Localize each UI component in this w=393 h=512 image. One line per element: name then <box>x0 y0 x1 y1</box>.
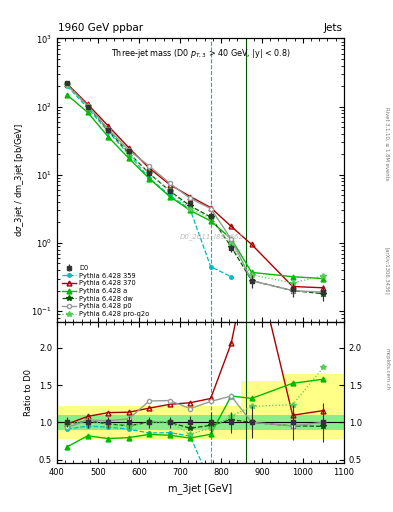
Pythia 6.428 dw <box>249 278 254 284</box>
Pythia 6.428 359 <box>147 175 152 181</box>
Text: [arXiv:1306.3436]: [arXiv:1306.3436] <box>385 247 389 295</box>
Pythia 6.428 a <box>147 176 152 182</box>
Y-axis label: Ratio to D0: Ratio to D0 <box>24 369 33 416</box>
Pythia 6.428 a <box>208 218 213 224</box>
Pythia 6.428 dw <box>167 188 172 194</box>
Pythia 6.428 370 <box>85 101 90 108</box>
Pythia 6.428 359 <box>85 105 90 111</box>
Pythia 6.428 a <box>290 273 295 280</box>
Pythia 6.428 359 <box>229 273 233 280</box>
Y-axis label: d$\sigma$_3jet / dm_3jet [pb/GeV]: d$\sigma$_3jet / dm_3jet [pb/GeV] <box>13 123 26 237</box>
Pythia 6.428 dw <box>147 170 152 177</box>
Pythia 6.428 359 <box>208 264 213 270</box>
Pythia 6.428 dw <box>126 150 131 156</box>
Pythia 6.428 pro-q2o <box>188 205 193 211</box>
Pythia 6.428 370 <box>208 204 213 210</box>
Pythia 6.428 pro-q2o <box>249 272 254 278</box>
Pythia 6.428 a <box>126 155 131 161</box>
Pythia 6.428 370 <box>106 123 110 129</box>
Pythia 6.428 pro-q2o <box>147 170 152 177</box>
Line: Pythia 6.428 370: Pythia 6.428 370 <box>65 81 326 290</box>
X-axis label: m_3jet [GeV]: m_3jet [GeV] <box>168 483 233 494</box>
Pythia 6.428 pro-q2o <box>290 280 295 286</box>
Pythia 6.428 370 <box>65 81 70 87</box>
Pythia 6.428 370 <box>147 165 152 171</box>
Pythia 6.428 359 <box>65 83 70 89</box>
Line: Pythia 6.428 pro-q2o: Pythia 6.428 pro-q2o <box>64 81 326 286</box>
Pythia 6.428 359 <box>188 206 193 212</box>
Pythia 6.428 a <box>65 92 70 98</box>
Pythia 6.428 p0 <box>147 163 152 169</box>
Pythia 6.428 370 <box>290 284 295 290</box>
Pythia 6.428 a <box>106 134 110 140</box>
Pythia 6.428 a <box>85 110 90 116</box>
Pythia 6.428 dw <box>321 291 326 297</box>
Line: Pythia 6.428 a: Pythia 6.428 a <box>65 93 326 281</box>
Legend: D0, Pythia 6.428 359, Pythia 6.428 370, Pythia 6.428 a, Pythia 6.428 dw, Pythia : D0, Pythia 6.428 359, Pythia 6.428 370, … <box>60 264 151 318</box>
Pythia 6.428 p0 <box>208 205 213 211</box>
Text: 1960 GeV ppbar: 1960 GeV ppbar <box>58 23 143 33</box>
Pythia 6.428 p0 <box>321 289 326 295</box>
Pythia 6.428 p0 <box>106 126 110 132</box>
Pythia 6.428 a <box>229 236 233 242</box>
Pythia 6.428 370 <box>229 223 233 229</box>
Pythia 6.428 p0 <box>290 288 295 294</box>
Pythia 6.428 pro-q2o <box>65 81 70 87</box>
Pythia 6.428 359 <box>106 129 110 135</box>
Pythia 6.428 359 <box>167 192 172 198</box>
Pythia 6.428 dw <box>290 288 295 294</box>
Pythia 6.428 dw <box>85 103 90 109</box>
Pythia 6.428 pro-q2o <box>106 127 110 133</box>
Pythia 6.428 pro-q2o <box>321 273 326 279</box>
Pythia 6.428 370 <box>126 144 131 151</box>
Text: Jets: Jets <box>324 23 343 33</box>
Line: Pythia 6.428 dw: Pythia 6.428 dw <box>64 81 326 296</box>
Pythia 6.428 370 <box>167 181 172 187</box>
Pythia 6.428 dw <box>208 214 213 220</box>
Pythia 6.428 359 <box>126 151 131 157</box>
Pythia 6.428 pro-q2o <box>167 188 172 194</box>
Pythia 6.428 dw <box>229 244 233 250</box>
Pythia 6.428 a <box>321 275 326 282</box>
Pythia 6.428 a <box>249 269 254 275</box>
Pythia 6.428 p0 <box>85 102 90 109</box>
Line: Pythia 6.428 359: Pythia 6.428 359 <box>66 84 233 279</box>
Pythia 6.428 p0 <box>249 278 254 284</box>
Pythia 6.428 pro-q2o <box>126 150 131 156</box>
Text: mcplots.cern.ch: mcplots.cern.ch <box>385 348 389 390</box>
Pythia 6.428 a <box>188 207 193 214</box>
Text: Rivet 3.1.10, ≥ 1.8M events: Rivet 3.1.10, ≥ 1.8M events <box>385 106 389 180</box>
Text: Three-jet mass (D0 $p_{T,3}$ > 40 GeV, |y| < 0.8): Three-jet mass (D0 $p_{T,3}$ > 40 GeV, |… <box>111 47 290 60</box>
Pythia 6.428 pro-q2o <box>85 103 90 109</box>
Pythia 6.428 dw <box>65 81 70 87</box>
Pythia 6.428 pro-q2o <box>229 242 233 248</box>
Text: D0_2011_I895662: D0_2011_I895662 <box>180 233 244 240</box>
Pythia 6.428 p0 <box>65 82 70 89</box>
Pythia 6.428 p0 <box>126 147 131 153</box>
Pythia 6.428 370 <box>188 194 193 200</box>
Pythia 6.428 a <box>167 194 172 200</box>
Pythia 6.428 p0 <box>188 196 193 202</box>
Pythia 6.428 370 <box>249 241 254 247</box>
Pythia 6.428 370 <box>321 285 326 291</box>
Pythia 6.428 p0 <box>167 180 172 186</box>
Pythia 6.428 dw <box>188 203 193 209</box>
Pythia 6.428 pro-q2o <box>208 215 213 221</box>
Pythia 6.428 p0 <box>229 236 233 242</box>
Pythia 6.428 dw <box>106 127 110 133</box>
Line: Pythia 6.428 p0: Pythia 6.428 p0 <box>65 83 325 294</box>
